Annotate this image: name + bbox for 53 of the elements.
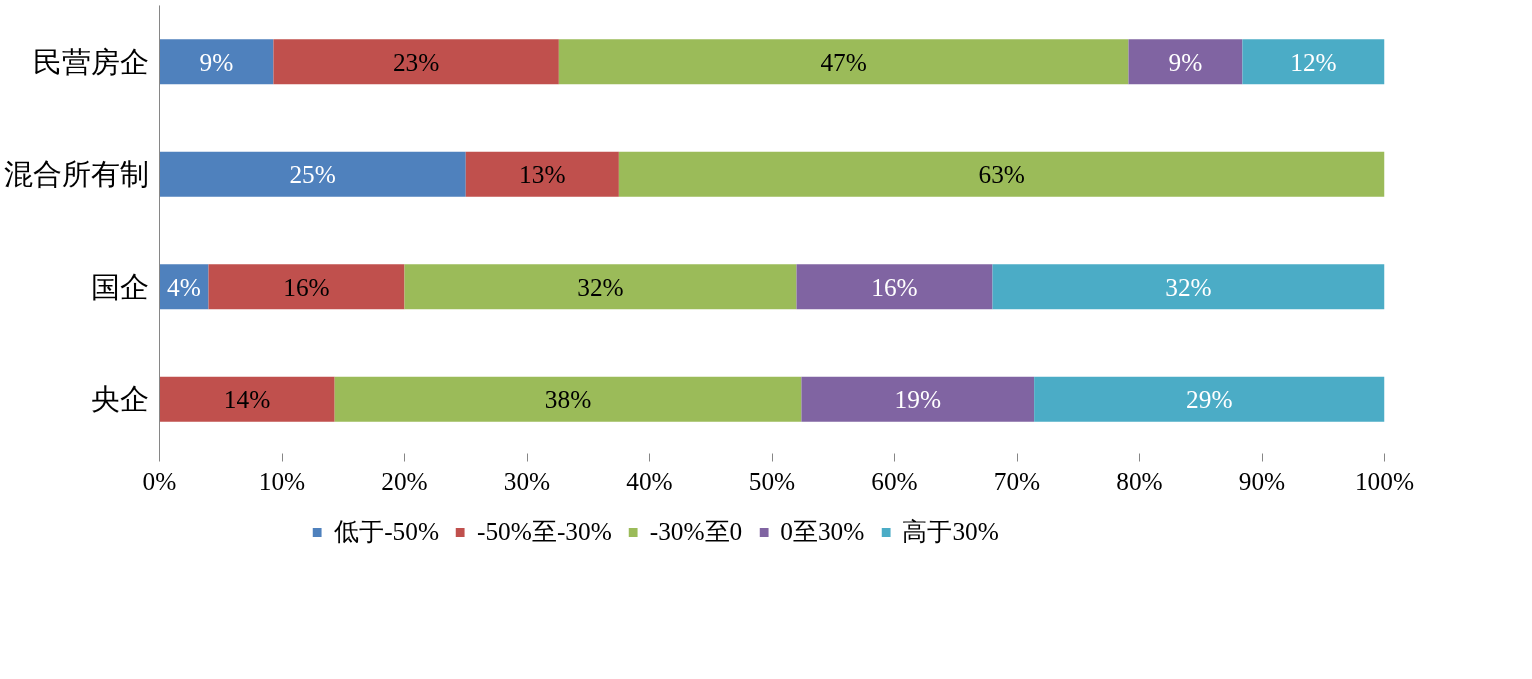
data-label: 23% [392, 47, 440, 76]
data-label: 13% [519, 160, 566, 189]
x-tick-label: 0% [142, 466, 177, 495]
x-tick-label: 70% [993, 466, 1041, 495]
bar [159, 151, 466, 197]
data-label: 63% [978, 160, 1025, 189]
bar [618, 151, 1385, 197]
bar [1242, 39, 1385, 85]
legend-label: -30%至0 [649, 516, 743, 547]
y-tick-label: 国企 [90, 270, 149, 303]
legend-label: 0至30% [780, 516, 865, 547]
x-tick-label: 20% [381, 466, 428, 495]
bar [801, 376, 1035, 422]
x-tick-label: 10% [258, 466, 306, 495]
data-label: 29% [1186, 385, 1233, 414]
data-label: 47% [820, 47, 867, 76]
bar [1034, 376, 1385, 422]
bar [796, 264, 993, 310]
data-label: 4% [167, 272, 201, 301]
x-tick-label: 100% [1354, 466, 1415, 495]
legend-label: -50%至-30% [477, 516, 612, 547]
bar [404, 264, 797, 310]
data-label: 38% [544, 385, 592, 414]
legend-label: 高于30% [902, 516, 999, 547]
data-label: 9% [199, 47, 234, 76]
data-label: 12% [1290, 47, 1337, 76]
data-label: 32% [1165, 272, 1212, 301]
y-tick-label: 混合所有制 [3, 158, 149, 191]
data-label: 19% [894, 385, 941, 414]
bar [558, 39, 1129, 85]
y-tick-label: 央企 [90, 383, 149, 416]
bar [159, 376, 335, 422]
x-tick-label: 40% [626, 466, 673, 495]
x-tick-label: 30% [503, 466, 551, 495]
x-tick-label: 50% [748, 466, 796, 495]
bar [334, 376, 802, 422]
bar [992, 264, 1385, 310]
x-tick-label: 80% [1116, 466, 1163, 495]
x-tick-label: 90% [1238, 466, 1286, 495]
legend-label: 低于-50% [334, 516, 440, 547]
data-label: 16% [871, 272, 918, 301]
bar [1128, 39, 1243, 85]
bar [208, 264, 405, 310]
bar [465, 151, 619, 197]
data-label: 14% [223, 385, 271, 414]
y-tick-label: 民营房企 [32, 45, 149, 78]
bar [159, 39, 274, 85]
data-label: 9% [1168, 47, 1203, 76]
x-tick-label: 60% [871, 466, 918, 495]
bar [273, 39, 559, 85]
data-label: 32% [577, 272, 624, 301]
data-label: 25% [289, 160, 336, 189]
data-label: 16% [283, 272, 330, 301]
